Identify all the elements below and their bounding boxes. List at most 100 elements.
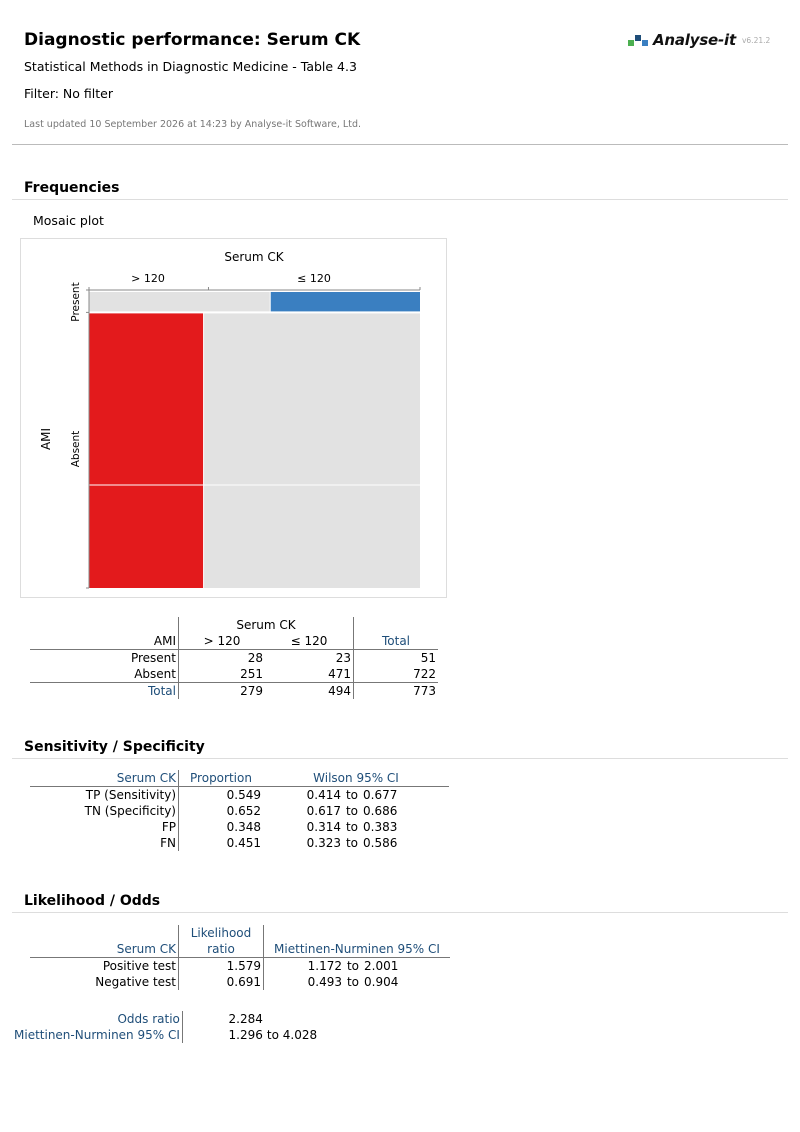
page-subtitle: Statistical Methods in Diagnostic Medici… [24, 59, 357, 74]
table-row: TP (Sensitivity) 0.549 0.414 to 0.677 [30, 786, 449, 803]
likelihood-table: Likelihood Serum CK ratio Miettinen-Nurm… [30, 925, 450, 990]
section-divider [12, 199, 788, 200]
lr-header-label: Serum CK [30, 941, 179, 958]
cell-value: 23 [265, 649, 354, 666]
sensitivity-table: Serum CK Proportion Wilson 95% CI TP (Se… [30, 770, 449, 851]
header-divider [12, 144, 788, 145]
chart-title: Serum CK [224, 250, 284, 264]
row-label: FP [30, 819, 179, 835]
freq-group-header: Serum CK [178, 617, 354, 633]
section-title-likelihood: Likelihood / Odds [24, 893, 161, 909]
row-label: Negative test [30, 974, 179, 990]
cell-value: 1.579 [178, 957, 264, 974]
table-row: FN 0.451 0.323 to 0.586 [30, 835, 449, 851]
table-row: Total 279 494 773 [30, 682, 438, 699]
section-title-frequencies: Frequencies [24, 180, 120, 196]
lr-header-ratio-line1: Likelihood [178, 925, 264, 941]
mosaic-cell [270, 292, 420, 312]
cell-value: 773 [413, 684, 436, 698]
odds-table: Odds ratio 2.284 Miettinen-Nurminen 95% … [12, 1011, 339, 1043]
cell-value: 28 [247, 651, 263, 665]
brand-name: Analyse-it [653, 31, 736, 49]
mosaic-cell [204, 313, 420, 588]
sens-header-label: Serum CK [30, 770, 179, 787]
freq-row-header: AMI [30, 633, 179, 650]
section-divider [12, 912, 788, 913]
cell-value: 494 [265, 682, 354, 699]
freq-col-header: > 120 [178, 633, 265, 650]
freq-col-header: ≤ 120 [265, 633, 354, 650]
page-title: Diagnostic performance: Serum CK [24, 30, 361, 50]
table-row: Positive test 1.579 1.172 to 2.001 [30, 957, 450, 974]
brand-logo: Analyse-it v6.21.2 [628, 30, 770, 50]
lr-header-ci: Miettinen-Nurminen 95% CI [263, 941, 450, 958]
lr-header-ratio-line2: ratio [178, 941, 264, 958]
last-updated: Last updated 10 September 2026 at 14:23 … [24, 119, 361, 130]
mosaic-plot-label: Mosaic plot [33, 213, 104, 228]
ci-upper: 0.383 [363, 820, 398, 834]
ci-upper: 0.686 [363, 804, 398, 818]
ci-upper: 2.001 [364, 959, 399, 973]
sens-header-ci: Wilson 95% CI [263, 770, 449, 787]
row-label-total: Total [30, 682, 179, 699]
x-category-label: > 120 [131, 272, 165, 285]
table-row: Present 28 23 51 [30, 649, 438, 666]
row-label: FN [30, 835, 179, 851]
ci-lower: 0.493 [307, 975, 342, 989]
table-row: Miettinen-Nurminen 95% CI 1.296 to 4.028 [12, 1027, 339, 1043]
ci-lower: 0.414 [306, 788, 341, 802]
ci-to: to [345, 836, 359, 850]
y-category-label: Absent [70, 431, 82, 468]
odds-ratio-value: 2.284 [228, 1012, 263, 1026]
cell-value: 0.652 [226, 804, 261, 818]
odds-ci-upper: to 4.028 [266, 1028, 318, 1042]
cell-value: 51 [420, 651, 436, 665]
section-title-sensitivity: Sensitivity / Specificity [24, 739, 205, 755]
ci-upper: 0.677 [363, 788, 398, 802]
cell-value: 0.348 [226, 820, 261, 834]
ci-to: to [346, 959, 360, 973]
table-row: Negative test 0.691 0.493 to 0.904 [30, 974, 450, 990]
odds-ci-label: Miettinen-Nurminen 95% CI [12, 1027, 183, 1043]
mosaic-plot-frame [20, 238, 447, 598]
table-row: Odds ratio 2.284 [12, 1011, 339, 1027]
cell-value: 279 [240, 684, 263, 698]
cell-value: 722 [353, 666, 438, 683]
logo-square-icon [635, 35, 641, 41]
row-label: Absent [30, 666, 179, 683]
mosaic-cell [89, 313, 204, 588]
ci-to: to [346, 975, 360, 989]
table-row: Absent 251 471 722 [30, 666, 438, 683]
ci-lower: 0.323 [306, 836, 341, 850]
frequency-table: Serum CK AMI > 120 ≤ 120 Total Present 2… [30, 617, 438, 699]
ci-upper: 0.586 [363, 836, 398, 850]
version-label: v6.21.2 [741, 35, 771, 45]
freq-col-header-total: Total [353, 633, 438, 650]
row-label: Present [30, 649, 179, 666]
logo-square-icon [628, 40, 634, 46]
ci-upper: 0.904 [364, 975, 399, 989]
x-category-label: ≤ 120 [297, 272, 331, 285]
ci-to: to [345, 820, 359, 834]
mosaic-plot: Serum CK > 120 ≤ 120 AMI Present Absent [39, 250, 421, 589]
ci-lower: 1.172 [307, 959, 342, 973]
row-label: Positive test [30, 957, 179, 974]
ci-to: to [345, 804, 359, 818]
row-label: TN (Specificity) [30, 803, 179, 819]
odds-ci-lower: 1.296 [228, 1028, 263, 1042]
cell-value: 0.549 [226, 788, 261, 802]
section-divider [12, 758, 788, 759]
cell-value: 0.451 [226, 836, 261, 850]
ci-lower: 0.617 [306, 804, 341, 818]
mosaic-cell [89, 292, 270, 312]
ci-to: to [345, 788, 359, 802]
logo-square-icon [642, 40, 648, 46]
cell-value: 471 [265, 666, 354, 683]
table-row: FP 0.348 0.314 to 0.383 [30, 819, 449, 835]
table-row: TN (Specificity) 0.652 0.617 to 0.686 [30, 803, 449, 819]
row-label: TP (Sensitivity) [30, 786, 179, 803]
sens-header-proportion: Proportion [178, 770, 263, 787]
odds-ratio-label: Odds ratio [12, 1011, 183, 1027]
filter-text: Filter: No filter [24, 86, 113, 101]
y-category-label: Present [70, 282, 82, 321]
